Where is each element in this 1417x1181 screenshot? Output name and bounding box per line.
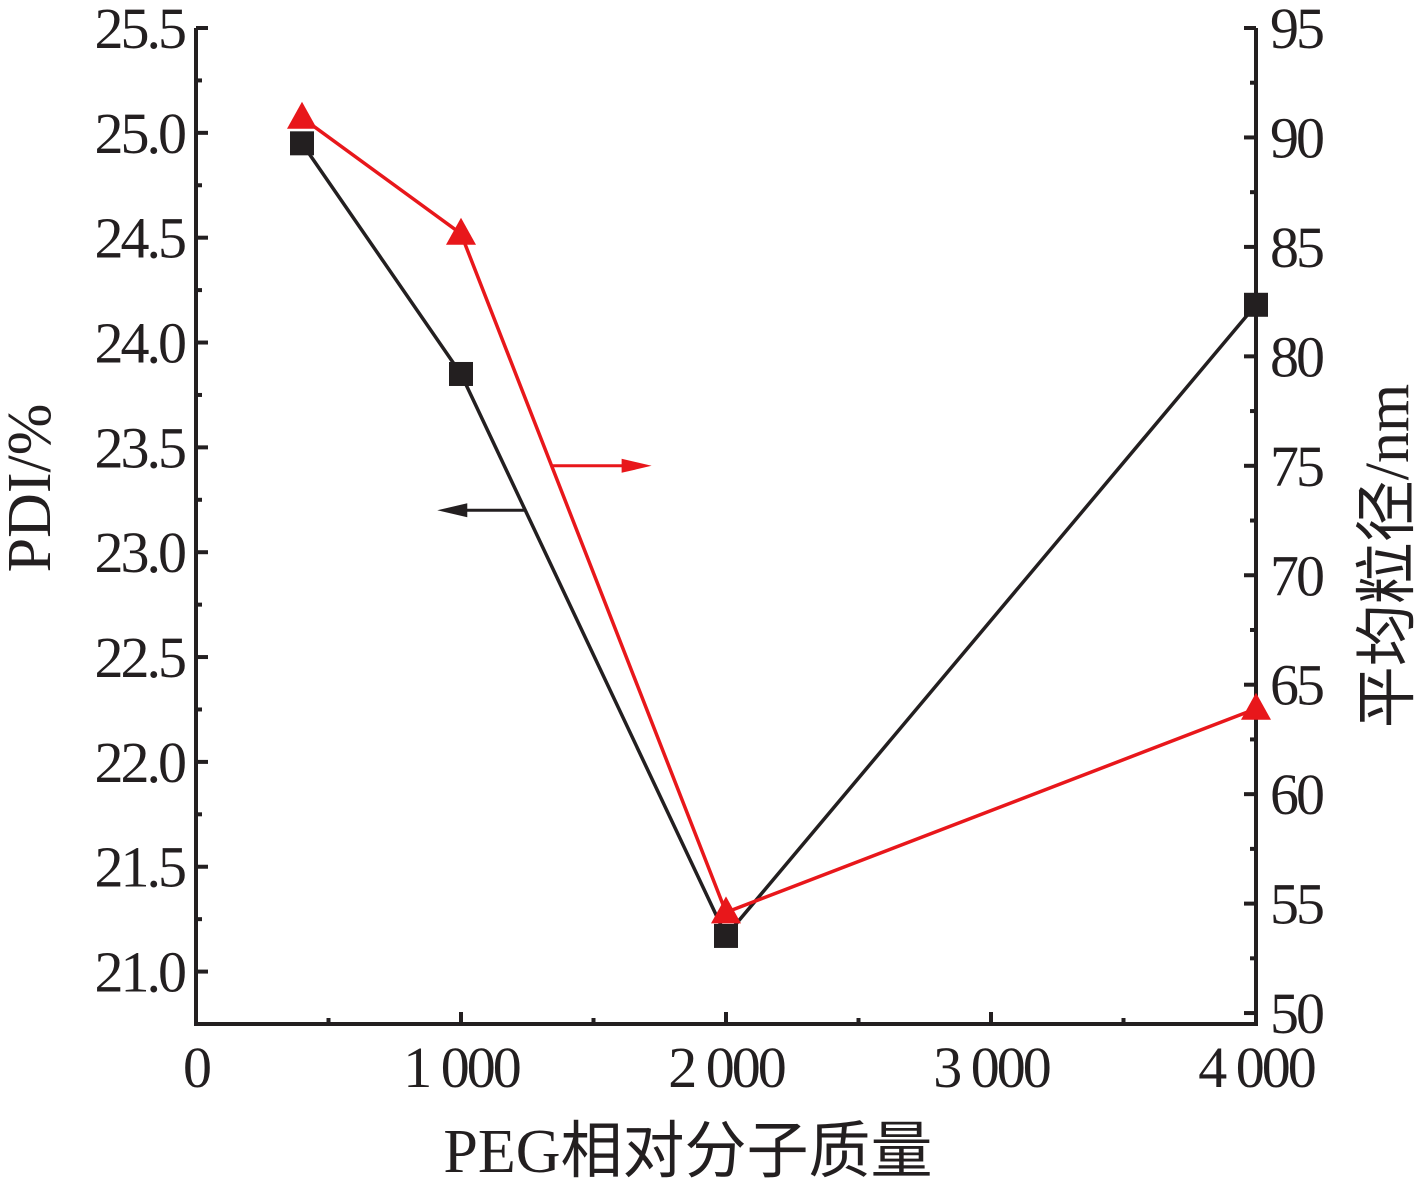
axes	[194, 28, 1258, 1026]
x-tick-label: 1 000	[403, 1035, 520, 1100]
y-left-tick-label: 24.5	[95, 206, 186, 271]
y-right-tick-label: 55	[1270, 872, 1323, 937]
y-right-tick-label: 50	[1270, 981, 1323, 1046]
series-2-point	[287, 101, 317, 129]
y-left-tick-label: 24.0	[95, 311, 186, 376]
arrow-left-head	[437, 503, 468, 518]
series-2-point	[446, 217, 476, 245]
series-1-point	[290, 131, 314, 156]
y-left-tick-label: 25.5	[95, 0, 186, 61]
y-right-tick-label: 80	[1270, 324, 1323, 389]
y-right-tick-label: 75	[1270, 434, 1323, 499]
series-1-line	[300, 142, 1258, 940]
ticks: 0 1 000 2 000 3 000 4 000 21.0 21.5 22.0 22.5 23.…	[95, 0, 1327, 1100]
arrow-right-head	[621, 458, 652, 473]
series-2-point	[1241, 692, 1271, 720]
x-axis-title: PEG相对分子质量	[443, 1118, 932, 1181]
y-left-tick-label: 23.5	[95, 415, 186, 480]
series-2-line	[300, 116, 1257, 915]
y-left-tick-label: 21.5	[95, 835, 186, 900]
series-1-point	[449, 361, 473, 386]
series-1-point	[714, 923, 738, 948]
y-right-tick-label: 90	[1270, 105, 1323, 170]
y-left-tick-label: 22.5	[95, 625, 186, 690]
series-2-point	[711, 896, 741, 924]
series-1-point	[1244, 292, 1268, 317]
x-tick-label: 4 000	[1198, 1035, 1315, 1100]
x-tick-label: 2 000	[668, 1035, 785, 1100]
y-left-tick-label: 23.0	[95, 520, 186, 585]
y-left-tick-label: 21.0	[95, 940, 186, 1005]
x-tick-label: 0	[183, 1035, 210, 1100]
y-right-tick-label: 60	[1270, 762, 1323, 827]
y-right-tick-label: 65	[1270, 653, 1323, 718]
y-right-tick-label: 70	[1270, 543, 1323, 608]
y-left-tick-label: 22.0	[95, 730, 186, 795]
y-right-tick-label: 85	[1270, 215, 1323, 280]
series-layer	[287, 101, 1271, 948]
y-right-axis-title: 平均粒径/nm	[1354, 384, 1417, 728]
y-left-axis-title: PDI/%	[0, 404, 64, 573]
x-tick-label: 3 000	[933, 1035, 1050, 1100]
annotation-layer	[437, 458, 652, 518]
y-right-tick-label: 95	[1270, 0, 1323, 61]
y-left-tick-label: 25.0	[95, 101, 186, 166]
